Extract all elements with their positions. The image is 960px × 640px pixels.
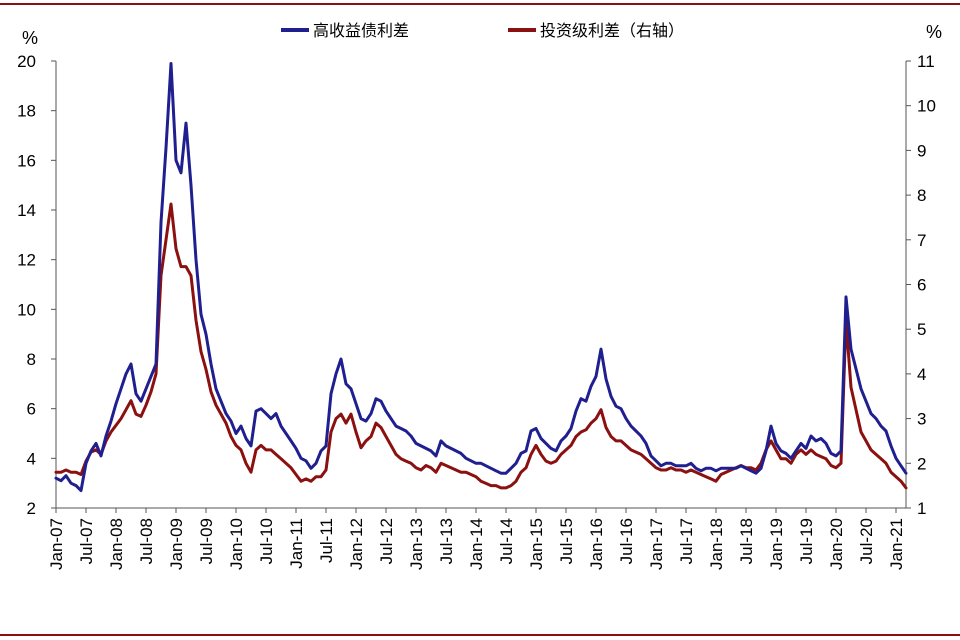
x-tick-label: Jul-11 bbox=[317, 518, 336, 563]
left-tick-label: 20 bbox=[17, 52, 36, 71]
x-tick-label: Jan-07 bbox=[47, 518, 66, 570]
x-tick-label: Jan-12 bbox=[347, 518, 366, 570]
left-tick-label: 12 bbox=[17, 251, 36, 270]
right-tick-label: 7 bbox=[917, 231, 926, 250]
x-tick-label: Jan-13 bbox=[407, 518, 426, 570]
x-tick-label: Jul-09 bbox=[197, 518, 216, 564]
legend-label-high-yield: 高收益债利差 bbox=[313, 21, 409, 40]
x-tick-label: Jul-14 bbox=[497, 518, 516, 564]
x-tick-label: Jul-20 bbox=[857, 518, 876, 564]
x-tick-label: Jul-16 bbox=[617, 518, 636, 564]
left-tick-label: 10 bbox=[17, 300, 36, 319]
x-tick-label: Jul-08 bbox=[137, 518, 156, 564]
x-tick-label: Jul-17 bbox=[677, 518, 696, 564]
right-tick-label: 9 bbox=[917, 141, 926, 160]
x-tick-label: Jul-13 bbox=[437, 518, 456, 564]
x-tick-label: Jul-19 bbox=[797, 518, 816, 564]
x-tick-label: Jan-09 bbox=[167, 518, 186, 570]
x-tick-label: Jan-20 bbox=[827, 518, 846, 570]
right-tick-label: 11 bbox=[917, 52, 935, 71]
x-tick-label: Jul-15 bbox=[557, 518, 576, 564]
left-tick-label: 6 bbox=[27, 400, 36, 419]
x-tick-label: Jan-21 bbox=[887, 518, 906, 570]
left-tick-label: 4 bbox=[27, 449, 36, 468]
left-tick-label: 14 bbox=[17, 201, 36, 220]
right-tick-label: 6 bbox=[917, 276, 926, 295]
series-layer bbox=[54, 62, 908, 493]
legend: 高收益债利差 投资级利差（右轴） bbox=[281, 21, 684, 40]
left-tick-label: 8 bbox=[27, 350, 36, 369]
right-axis-unit: % bbox=[926, 22, 942, 42]
x-tick-label: Jan-17 bbox=[647, 518, 666, 570]
right-tick-label: 10 bbox=[917, 97, 936, 116]
right-tick-label: 5 bbox=[917, 320, 926, 339]
high-yield-spread-line bbox=[54, 62, 908, 493]
x-tick-label: Jul-10 bbox=[257, 518, 276, 564]
right-tick-label: 4 bbox=[917, 365, 926, 384]
x-tick-label: Jan-15 bbox=[527, 518, 546, 570]
x-tick-label: Jan-08 bbox=[107, 518, 126, 570]
left-tick-label: 16 bbox=[17, 151, 36, 170]
right-tick-label: 1 bbox=[917, 499, 926, 518]
x-tick-label: Jan-11 bbox=[287, 518, 306, 569]
x-tick-label: Jan-10 bbox=[227, 518, 246, 570]
legend-label-investment-grade: 投资级利差（右轴） bbox=[540, 21, 684, 40]
x-tick-label: Jan-18 bbox=[707, 518, 726, 570]
x-tick-label: Jan-14 bbox=[467, 518, 486, 570]
left-axis-unit: % bbox=[22, 28, 38, 48]
x-tick-label: Jan-19 bbox=[767, 518, 786, 570]
x-tick-label: Jul-12 bbox=[377, 518, 396, 564]
left-tick-label: 2 bbox=[27, 499, 36, 518]
right-tick-label: 2 bbox=[917, 454, 926, 473]
x-tick-label: Jul-18 bbox=[737, 518, 756, 564]
x-tick-label: Jul-07 bbox=[77, 518, 96, 564]
x-tick-label: Jan-16 bbox=[587, 518, 606, 570]
right-tick-label: 8 bbox=[917, 186, 926, 205]
left-tick-label: 18 bbox=[17, 102, 36, 121]
right-tick-label: 3 bbox=[917, 410, 926, 429]
